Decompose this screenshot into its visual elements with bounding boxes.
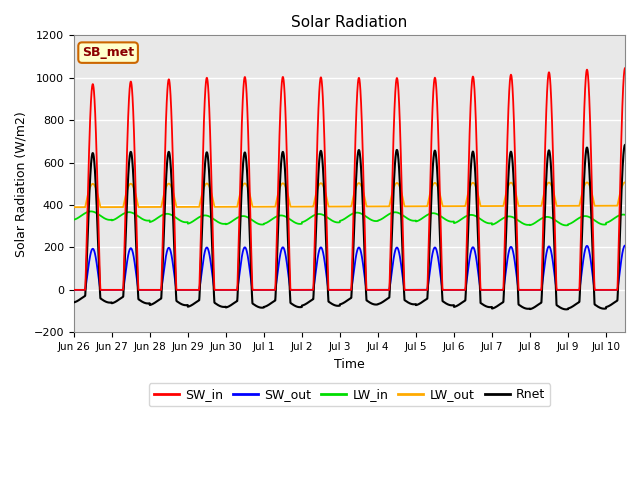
Rnet <box>621 142 629 148</box>
Rnet <box>552 290 560 296</box>
LW_out <box>170 194 178 200</box>
Line: SW_in: SW_in <box>74 68 625 290</box>
LW_in <box>344 214 352 219</box>
Rnet <box>563 307 570 312</box>
Rnet <box>170 245 178 251</box>
SW_in <box>70 287 77 293</box>
LW_in <box>70 217 77 223</box>
Y-axis label: Solar Radiation (W/m2): Solar Radiation (W/m2) <box>15 111 28 257</box>
Rnet <box>184 302 191 308</box>
SW_in <box>344 287 352 293</box>
LW_out <box>621 180 629 185</box>
SW_in <box>262 287 269 293</box>
LW_out <box>552 200 560 206</box>
LW_in <box>87 208 95 214</box>
SW_out <box>621 243 629 249</box>
SW_out <box>184 287 191 293</box>
Line: SW_out: SW_out <box>74 246 625 290</box>
LW_out <box>215 204 223 210</box>
LW_in <box>552 218 560 224</box>
SW_out <box>70 287 77 293</box>
Rnet <box>344 297 352 303</box>
LW_in <box>262 220 269 226</box>
Rnet <box>262 303 269 309</box>
Legend: SW_in, SW_out, LW_in, LW_out, Rnet: SW_in, SW_out, LW_in, LW_out, Rnet <box>148 383 550 406</box>
LW_in <box>170 214 178 219</box>
Text: SB_met: SB_met <box>82 46 134 59</box>
LW_in <box>184 221 192 227</box>
LW_in <box>215 220 223 226</box>
X-axis label: Time: Time <box>334 358 365 371</box>
Title: Solar Radiation: Solar Radiation <box>291 15 408 30</box>
SW_in <box>184 287 191 293</box>
SW_out <box>344 287 352 293</box>
SW_in <box>621 65 629 71</box>
Line: LW_in: LW_in <box>74 211 625 226</box>
SW_out <box>552 283 560 289</box>
SW_in <box>552 268 560 274</box>
LW_out <box>344 204 352 209</box>
Line: Rnet: Rnet <box>74 145 625 310</box>
LW_out <box>184 204 191 210</box>
Rnet <box>70 300 77 305</box>
SW_in <box>170 210 178 216</box>
SW_out <box>215 287 223 293</box>
LW_out <box>70 204 77 210</box>
SW_in <box>215 287 223 293</box>
Rnet <box>215 302 223 308</box>
LW_in <box>563 223 570 228</box>
LW_out <box>262 204 269 209</box>
Line: LW_out: LW_out <box>74 182 625 207</box>
LW_in <box>621 212 629 217</box>
SW_out <box>262 287 269 293</box>
SW_out <box>170 272 178 277</box>
